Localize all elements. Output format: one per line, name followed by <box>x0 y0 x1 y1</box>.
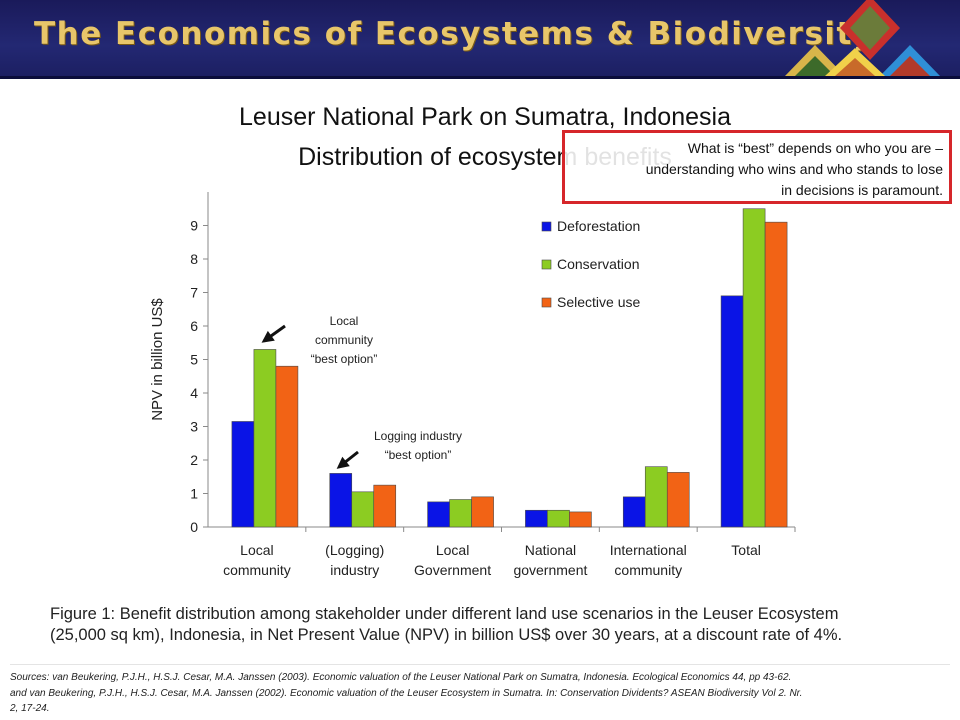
x-tick-label: community <box>614 562 682 578</box>
y-tick-label: 6 <box>190 318 198 334</box>
x-tick-label: industry <box>330 562 379 578</box>
y-tick-label: 2 <box>190 452 198 468</box>
x-tick-label: International <box>610 542 687 558</box>
x-tick-label: Government <box>414 562 491 578</box>
callout-box: What is “best” depends on who you are – … <box>562 130 952 204</box>
figure-caption: Figure 1: Benefit distribution among sta… <box>50 604 950 646</box>
bar-deforestation <box>525 509 548 528</box>
y-tick-label: 0 <box>190 519 198 535</box>
callout-line1: What is “best” depends on who you are – <box>687 140 943 156</box>
annotation-local-line1: Local <box>330 314 359 328</box>
legend-label: Conservation <box>557 256 640 272</box>
bar-conservation <box>253 349 277 528</box>
legend-label: Selective use <box>557 294 640 310</box>
annotation-local-line2: community <box>315 333 373 347</box>
benefit-bar-chart: 0 1 2 3 4 5 6 7 8 9 NPV in billion US$ Local communi… <box>149 192 796 578</box>
y-axis-label: NPV in billion US$ <box>149 298 166 421</box>
x-tick-label: (Logging) <box>325 542 384 558</box>
bar-deforestation <box>231 421 255 528</box>
y-tick-label: 7 <box>190 285 198 301</box>
sources-line2: and van Beukering, P.J.H., H.S.J. Cesar,… <box>10 687 803 699</box>
sources-line1: Sources: van Beukering, P.J.H., H.S.J. C… <box>10 672 792 683</box>
annotation-local-line3: “best option” <box>311 352 378 366</box>
arrow-logging-head <box>336 456 350 469</box>
x-tick-label: government <box>513 562 587 578</box>
callout-line3: in decisions is paramount. <box>781 182 943 198</box>
slide-title-line1: Leuser National Park on Sumatra, Indones… <box>239 103 731 131</box>
bar-conservation <box>742 208 766 528</box>
y-tick-label: 9 <box>190 218 198 234</box>
bar-selective-use <box>471 496 494 528</box>
teeb-logo <box>785 0 940 76</box>
sources-line3: 2, 17-24. <box>10 703 50 714</box>
y-tick-label: 8 <box>190 251 198 267</box>
bar-selective-use <box>373 484 397 528</box>
bar-deforestation <box>622 496 646 528</box>
bar-selective-use <box>764 221 788 528</box>
y-tick-label: 1 <box>190 486 198 502</box>
annotation-logging-line2: “best option” <box>385 448 452 462</box>
bar-conservation <box>547 509 570 528</box>
bar-selective-use <box>569 511 592 528</box>
x-tick-label: Local <box>436 542 469 558</box>
bar-deforestation <box>427 501 450 528</box>
x-tick-label: Local <box>240 542 273 558</box>
header-banner: The Economics of Ecosystems & Biodiversi… <box>0 0 960 79</box>
bar-conservation <box>449 499 472 528</box>
annotation-logging-line1: Logging industry <box>374 429 462 443</box>
callout-line2: understanding who wins and who stands to… <box>645 161 943 177</box>
x-tick-label: community <box>223 562 291 578</box>
y-tick-label: 5 <box>190 352 198 368</box>
bar-selective-use <box>666 472 690 528</box>
bar-deforestation <box>720 295 744 528</box>
legend-swatch <box>541 221 552 232</box>
bar-conservation <box>351 491 375 528</box>
arrow-local-head <box>261 330 275 343</box>
legend-label: Deforestation <box>557 218 640 234</box>
x-tick-label: Total <box>731 542 761 558</box>
bar-conservation <box>644 466 668 528</box>
x-tick-label: National <box>525 542 576 558</box>
legend-swatch <box>541 297 552 308</box>
bar-deforestation <box>329 473 353 528</box>
caption-line2: (25,000 sq km), Indonesia, in Net Presen… <box>50 626 843 644</box>
legend-swatch <box>541 259 552 270</box>
divider <box>10 664 950 665</box>
y-tick-label: 3 <box>190 419 198 435</box>
banner-title: The Economics of Ecosystems & Biodiversi… <box>34 16 875 52</box>
sources-text: Sources: van Beukering, P.J.H., H.S.J. C… <box>10 670 955 717</box>
bar-selective-use <box>275 365 299 528</box>
y-tick-label: 4 <box>190 385 198 401</box>
caption-line1: Figure 1: Benefit distribution among sta… <box>50 605 839 623</box>
